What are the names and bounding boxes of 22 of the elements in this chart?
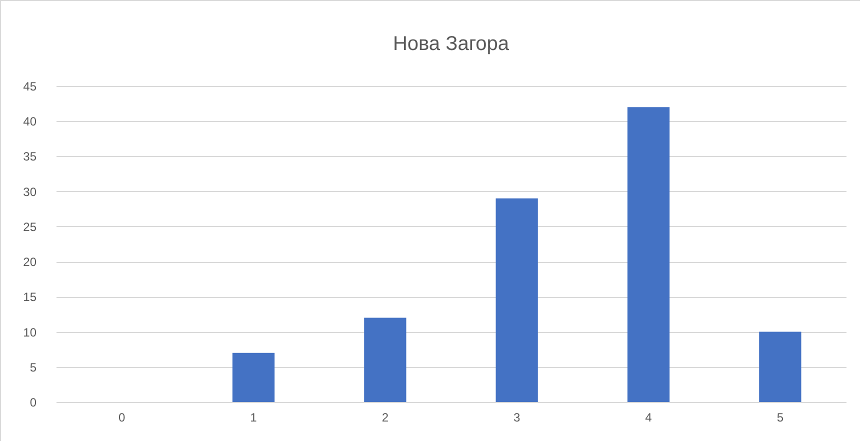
y-tick-label: 10 [23, 325, 37, 340]
y-tick-label: 15 [23, 290, 37, 304]
bar [364, 318, 406, 402]
y-tick-label: 45 [23, 80, 37, 94]
x-tick-label: 5 [776, 410, 784, 424]
y-tick-label: 0 [30, 396, 37, 410]
y-tick-label: 25 [23, 220, 37, 234]
bar [759, 332, 802, 402]
chart-title: Нова Загора [392, 33, 510, 55]
x-tick-label: 4 [645, 410, 652, 424]
y-tick-label: 30 [23, 184, 37, 199]
y-tick-label: 40 [23, 114, 37, 129]
x-tick-label: 3 [513, 410, 520, 424]
y-tick-label: 35 [23, 150, 37, 164]
x-tick-label: 0 [118, 410, 126, 424]
y-tick-label: 5 [30, 360, 37, 374]
x-tick-label: 2 [382, 410, 389, 424]
y-tick-label: 20 [23, 255, 37, 270]
bar [496, 198, 538, 402]
bar [627, 107, 670, 402]
bar [232, 352, 275, 402]
x-tick-label: 1 [250, 410, 258, 424]
